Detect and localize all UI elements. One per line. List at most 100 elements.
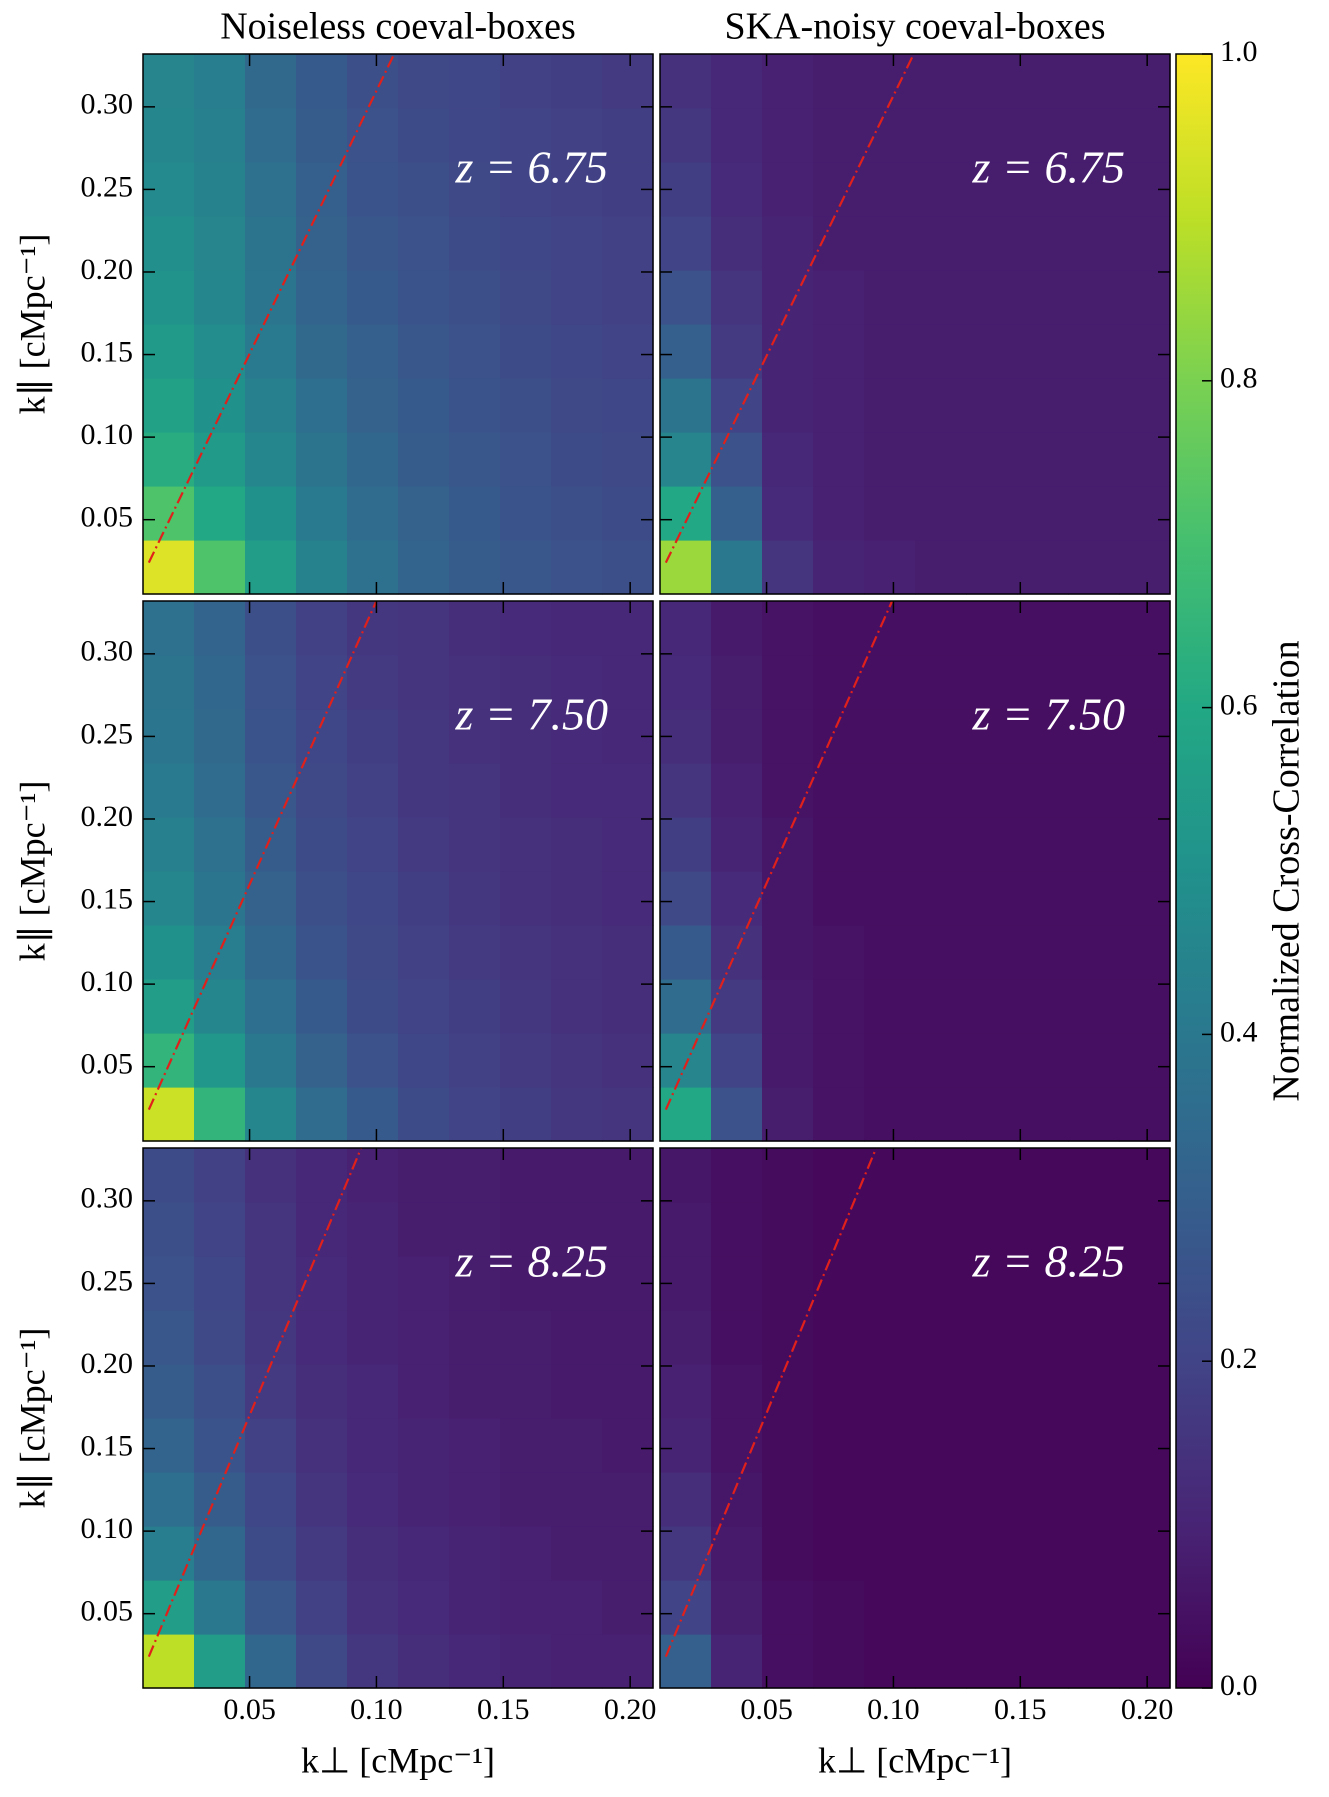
heatmap-cell <box>143 925 195 980</box>
heatmap-cell <box>966 1148 1018 1203</box>
heatmap-cell <box>245 108 297 163</box>
heatmap-cell <box>245 1364 297 1419</box>
heatmap-cell <box>551 1580 603 1635</box>
heatmap-cell <box>398 486 450 541</box>
heatmap-cell <box>813 1364 865 1419</box>
heatmap-cell <box>245 1033 297 1088</box>
heatmap-cell <box>813 486 865 541</box>
heatmap-cell <box>966 1087 1018 1142</box>
heatmap-cell <box>915 817 967 872</box>
heatmap-cell <box>551 378 603 433</box>
heatmap-cell <box>915 540 967 595</box>
heatmap-cell <box>660 216 712 271</box>
heatmap-cell <box>1068 1634 1120 1689</box>
heatmap-cell <box>762 162 814 217</box>
heatmap-cell <box>500 709 552 764</box>
heatmap-cell <box>915 378 967 433</box>
heatmap-cell <box>449 1033 501 1088</box>
heatmap-cell <box>660 1148 712 1203</box>
heatmap-cell <box>1068 108 1120 163</box>
heatmap-cell <box>1068 486 1120 541</box>
heatmap-cell <box>762 54 814 109</box>
heatmap-cell <box>915 432 967 487</box>
heatmap-cell <box>602 1310 654 1365</box>
panel: 0.05 0.10 0.15 0.20 0.25 0.30 Noiseless coeval… <box>12 6 654 595</box>
y-tick-label: 0.30 <box>81 1182 134 1215</box>
heatmap-cell <box>813 925 865 980</box>
y-axis-label: k∥ [cMpc⁻¹] <box>12 234 52 415</box>
panel-frame <box>142 53 654 595</box>
heatmap-cell <box>915 162 967 217</box>
heatmap-cell <box>398 1033 450 1088</box>
heatmap-cell <box>398 763 450 818</box>
x-tick-label: 0.20 <box>604 1693 657 1726</box>
heatmap-cell <box>449 1087 501 1142</box>
heatmap-cell <box>864 979 916 1034</box>
heatmap-cell <box>711 1256 763 1311</box>
heatmap-cell <box>660 540 712 595</box>
heatmap-cell <box>143 1087 195 1142</box>
wedge-line <box>147 1147 363 1658</box>
heatmap-cell <box>551 925 603 980</box>
heatmap-cell <box>711 378 763 433</box>
heatmap-cell <box>966 1033 1018 1088</box>
y-tick-label: 0.15 <box>81 335 134 368</box>
heatmap-cell <box>1068 1364 1120 1419</box>
heatmap-cell <box>711 1580 763 1635</box>
heatmap-cell <box>762 540 814 595</box>
heatmap-cell <box>551 1033 603 1088</box>
heatmap-cell <box>602 601 654 656</box>
heatmap-cell <box>966 1418 1018 1473</box>
heatmap-cell <box>1017 54 1069 109</box>
heatmap-cell <box>864 817 916 872</box>
heatmap-cell <box>449 270 501 325</box>
heatmap-cell <box>966 324 1018 379</box>
heatmap-cell <box>762 871 814 926</box>
heatmap-cell <box>864 1256 916 1311</box>
heatmap-cell <box>449 709 501 764</box>
heatmap-cell <box>500 432 552 487</box>
heatmap-cell <box>1119 1202 1171 1257</box>
heatmap-cell <box>966 1310 1018 1365</box>
heatmap-cell <box>915 601 967 656</box>
heatmap-cell <box>245 270 297 325</box>
annotation: z = 7.50 <box>455 689 608 740</box>
heatmap-cell <box>1068 763 1120 818</box>
heatmap-cell <box>398 270 450 325</box>
heatmap-cell <box>762 1526 814 1581</box>
heatmap-cell <box>398 1256 450 1311</box>
heatmap-cell <box>762 1418 814 1473</box>
heatmap-cell <box>245 162 297 217</box>
heatmap-cell <box>551 763 603 818</box>
heatmap-cell <box>194 432 246 487</box>
heatmap-cell <box>449 324 501 379</box>
heatmap-cell <box>143 1202 195 1257</box>
heatmap-cell <box>500 1256 552 1311</box>
heatmap-cell <box>500 1526 552 1581</box>
heatmap-cell <box>194 108 246 163</box>
heatmap-cell <box>660 871 712 926</box>
heatmap-cell <box>245 324 297 379</box>
heatmap-cell <box>602 1087 654 1142</box>
heatmap-cell <box>813 871 865 926</box>
heatmap-cell <box>1017 1148 1069 1203</box>
heatmap-cell <box>813 709 865 764</box>
heatmap-cell <box>500 1634 552 1689</box>
heatmap-cell <box>915 1364 967 1419</box>
heatmap-cell <box>711 763 763 818</box>
heatmap-cell <box>711 817 763 872</box>
heatmap-cell <box>602 1418 654 1473</box>
heatmap-cell <box>1119 1310 1171 1365</box>
panel-frame <box>142 1147 654 1689</box>
heatmap-cell <box>347 1310 399 1365</box>
colorbar-tick-label: 0.4 <box>1220 1015 1258 1048</box>
heatmap-cell <box>143 763 195 818</box>
x-tick-label: 0.10 <box>867 1693 920 1726</box>
heatmap-cell <box>966 432 1018 487</box>
heatmap-cell <box>449 1526 501 1581</box>
heatmap-cell <box>660 925 712 980</box>
heatmap-cell <box>1068 1472 1120 1527</box>
heatmap-cell <box>551 1526 603 1581</box>
heatmap-cell <box>296 1033 348 1088</box>
heatmap-cell <box>1017 925 1069 980</box>
